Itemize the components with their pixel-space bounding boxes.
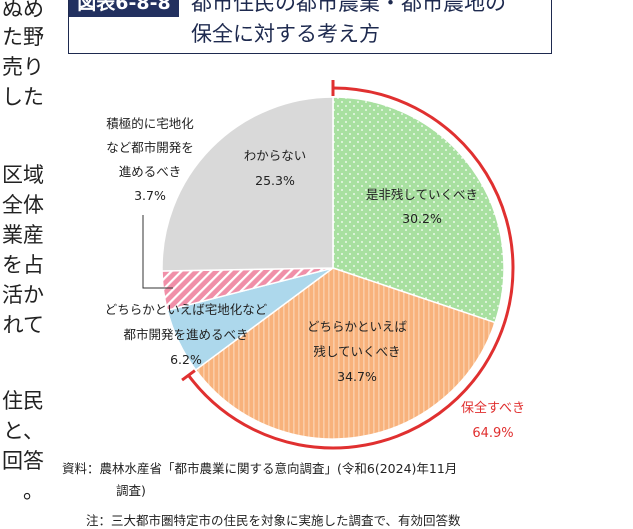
body-text-line: した xyxy=(2,85,44,109)
figure-title-line2: 保全に対する考え方 xyxy=(191,22,380,46)
body-text-line: た野 xyxy=(2,25,44,49)
figure-title-line1: 都市住民の都市農業・都市農地の xyxy=(191,0,506,15)
label-keep-definitely-line-0: 是非残していくべき xyxy=(366,187,478,202)
body-text-column: ぬめた野売りした区域全体業産を占活かれて住民ると、回答。 xyxy=(0,0,50,525)
body-text-line: 。 xyxy=(23,479,44,503)
label-develop-actively-line-1: など都市開発を xyxy=(106,140,194,155)
label-develop-actively-line-0: 積極的に宅地化 xyxy=(106,116,194,131)
body-text-line: 業産 xyxy=(2,223,44,247)
label-develop-actively-line-2: 進めるべき xyxy=(119,164,182,179)
slice-keep-rather xyxy=(194,267,497,440)
body-text-line: 回答 xyxy=(2,449,44,473)
figure-title-box: 図表6-8-8 都市住民の都市農業・都市農地の 保全に対する考え方 xyxy=(68,0,552,54)
slice-keep-definitely xyxy=(332,96,505,324)
label-keep-total-line-1: 64.9% xyxy=(472,426,513,441)
body-text-line: ると、 xyxy=(0,419,44,443)
label-develop-rather-line-2: 6.2% xyxy=(170,352,202,367)
label-develop-rather-line-0: どちらかといえば宅地化など xyxy=(105,302,268,317)
leader-line-actively xyxy=(142,215,173,289)
label-keep-rather-line-2: 34.7% xyxy=(337,369,377,384)
slice-unknown xyxy=(161,96,334,272)
label-keep-rather-line-0: どちらかといえば xyxy=(307,319,408,334)
body-text-line: 全体 xyxy=(2,193,44,217)
keep-bracket-end-tick xyxy=(181,369,196,382)
label-keep-rather-line-1: 残していくべき xyxy=(313,344,400,359)
label-unknown-line-1: 25.3% xyxy=(255,173,295,188)
label-unknown-line-0: わからない xyxy=(244,148,307,163)
figure-number-tag: 図表6-8-8 xyxy=(69,0,179,17)
body-text-line: 区域 xyxy=(2,163,44,187)
body-text-line: を占 xyxy=(2,253,44,277)
body-text-line: 住民 xyxy=(2,389,44,413)
source-note-cont: 調査) xyxy=(116,483,146,498)
body-text-line: 売り xyxy=(2,55,44,79)
body-text-line: 活か xyxy=(2,283,44,307)
label-keep-definitely-line-1: 30.2% xyxy=(402,211,442,226)
body-text-line: れて xyxy=(2,313,44,337)
label-keep-total-line-0: 保全すべき xyxy=(461,400,525,416)
body-text-line: ぬめ xyxy=(2,0,44,21)
footnote: 注：三大都市圏特定市の住民を対象に実施した調査で、有効回答数 xyxy=(86,513,461,528)
label-develop-rather-line-1: 都市開発を進めるべき xyxy=(123,327,248,342)
keep-bracket-arc xyxy=(187,86,515,450)
label-develop-actively-line-3: 3.7% xyxy=(134,188,166,203)
source-note: 資料：農林水産省「都市農業に関する意向調査」(令和6(2024)年11月 xyxy=(62,461,458,476)
